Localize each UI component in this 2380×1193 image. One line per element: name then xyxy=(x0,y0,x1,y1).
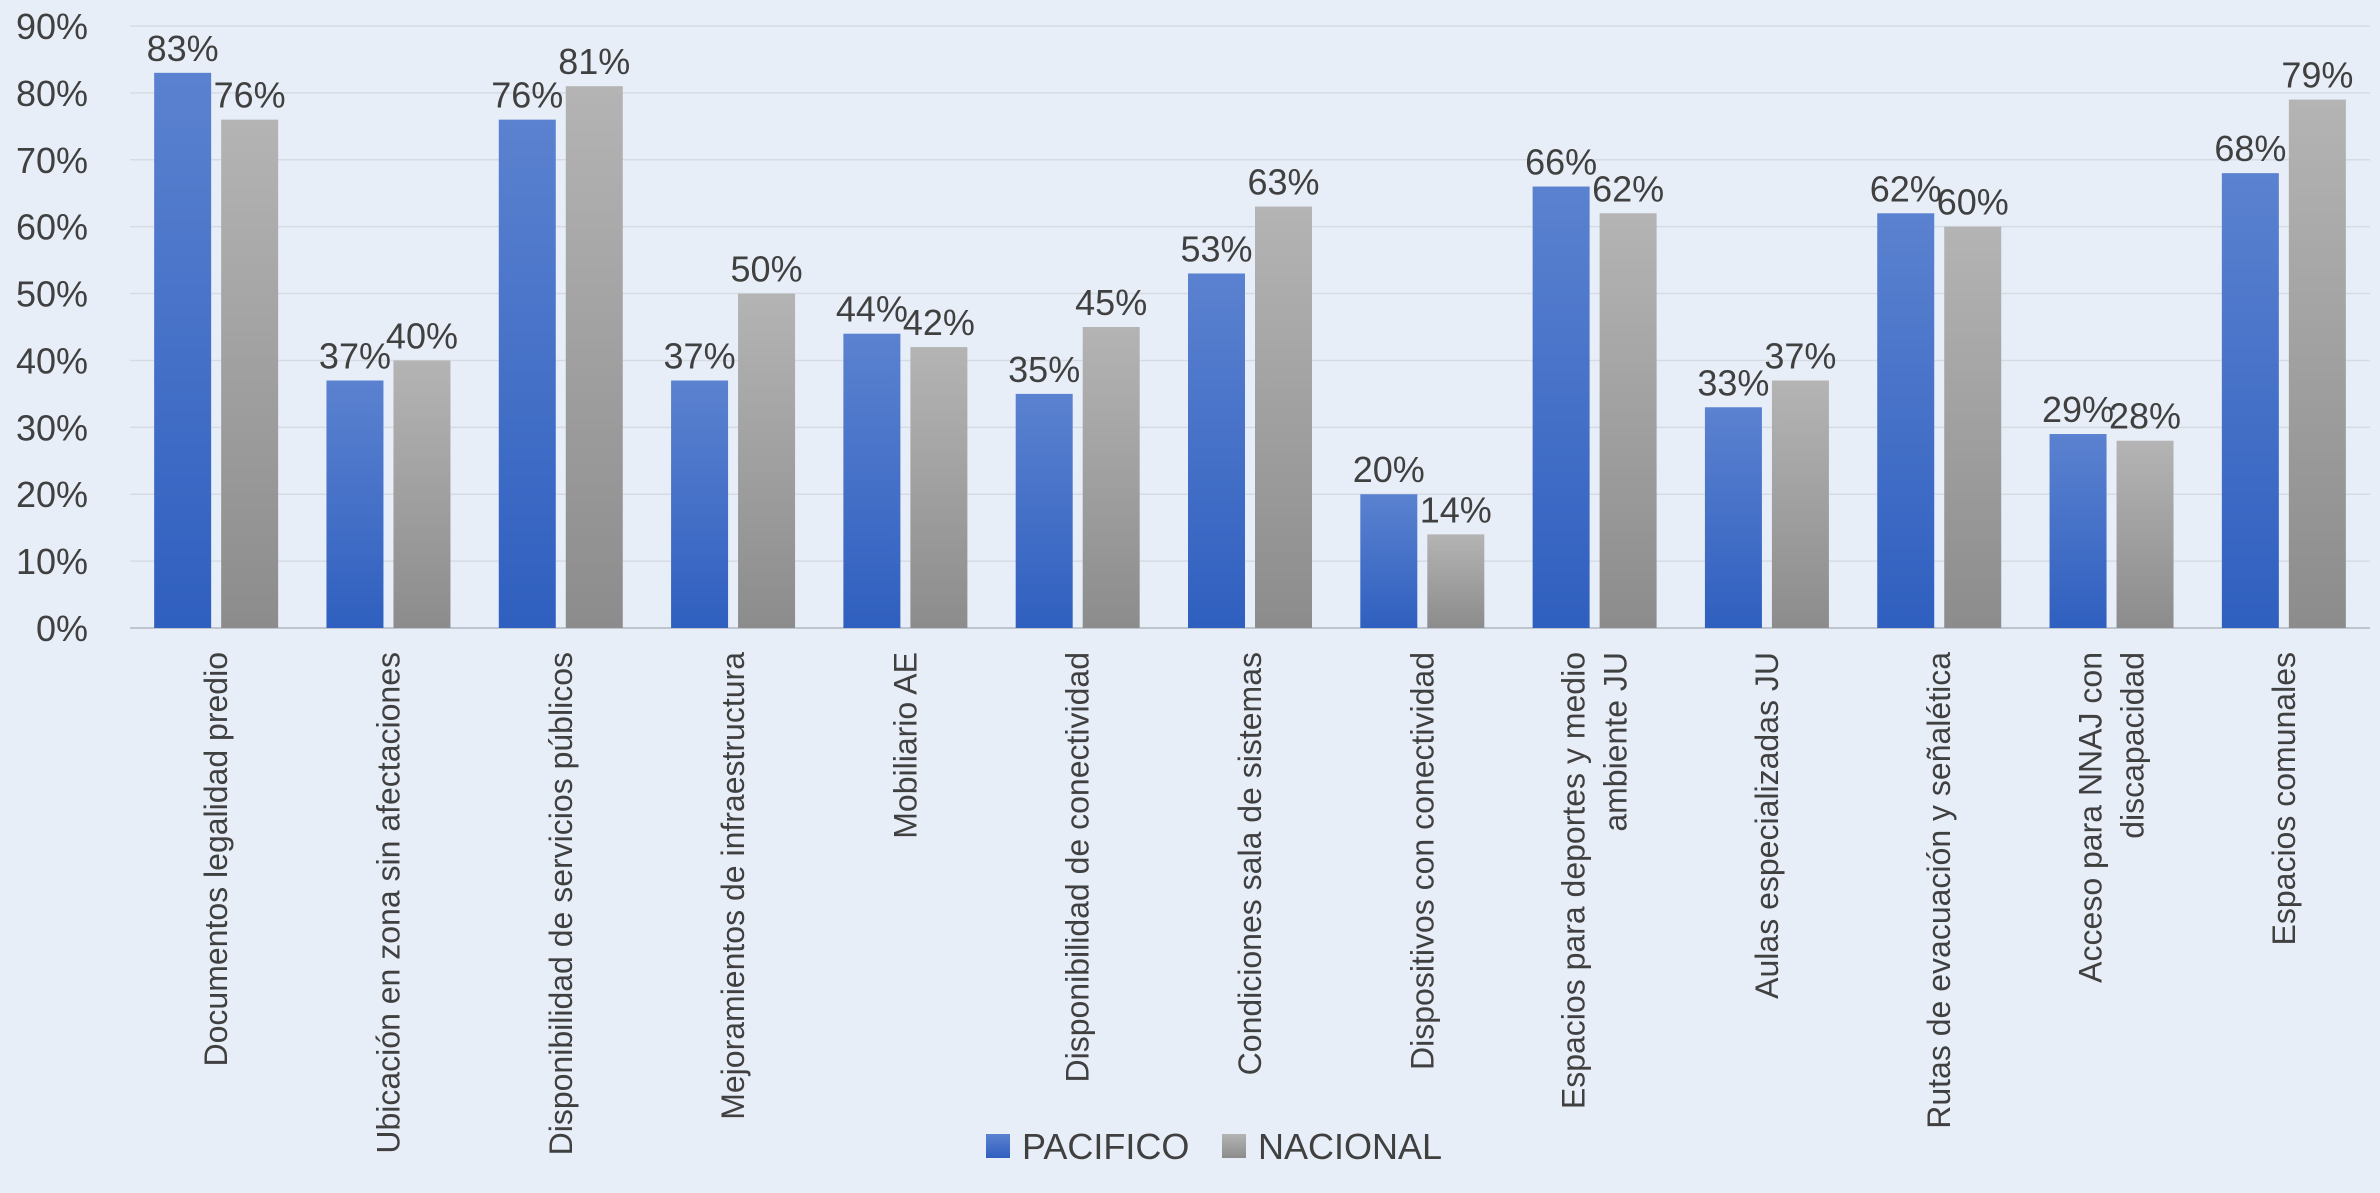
data-label: 14% xyxy=(1420,489,1492,530)
data-label: 33% xyxy=(1697,362,1769,403)
bar-nacional xyxy=(1427,534,1485,628)
data-label: 83% xyxy=(147,28,219,69)
x-category-label: Disponibilidad de conectividad xyxy=(1060,652,1096,1083)
data-label: 37% xyxy=(1764,336,1836,377)
bar-pacifico xyxy=(1704,407,1762,628)
data-label: 62% xyxy=(1592,168,1664,209)
data-label: 50% xyxy=(731,249,803,290)
y-axis-ticks: 0% 10% 20% 30% 40% 50% 60% 70% 80% 90% xyxy=(16,6,88,649)
data-label: 37% xyxy=(664,336,736,377)
x-category-label: Ubicación en zona sin afectaciones xyxy=(370,652,406,1154)
bar-pacifico xyxy=(2049,434,2107,628)
bar-pacifico xyxy=(1188,273,1245,628)
bar-nacional xyxy=(1082,327,1140,628)
x-axis-categories: Documentos legalidad predio Ubicación en … xyxy=(198,652,2302,1156)
y-tick-label: 70% xyxy=(16,140,88,181)
bar-nacional xyxy=(910,347,968,628)
bar-pacifico xyxy=(1360,494,1418,628)
legend-label-pacifico: PACIFICO xyxy=(1022,1126,1189,1167)
data-label: 28% xyxy=(2109,396,2181,437)
data-label: 40% xyxy=(386,315,458,356)
data-label: 42% xyxy=(903,302,975,343)
bar-nacional xyxy=(1599,213,1657,629)
x-category-label: Condiciones sala de sistemas xyxy=(1232,652,1268,1075)
data-label: 76% xyxy=(214,75,286,116)
bar-pacifico xyxy=(671,380,729,628)
legend-swatch-nacional xyxy=(1222,1134,1246,1158)
data-label: 62% xyxy=(1870,168,1942,209)
bar-pacifico xyxy=(2221,173,2279,628)
data-label: 63% xyxy=(1247,162,1319,203)
bar-nacional xyxy=(738,293,796,628)
x-category-label: Mejoramientos de infraestructura xyxy=(715,652,751,1120)
y-tick-label: 60% xyxy=(16,207,88,248)
x-category-label: Espacios comunales xyxy=(2266,652,2302,945)
bar-nacional xyxy=(393,360,451,628)
y-tick-label: 20% xyxy=(16,474,88,515)
data-label: 37% xyxy=(319,336,391,377)
data-label: 66% xyxy=(1525,142,1597,183)
data-label: 76% xyxy=(491,75,563,116)
bar-pacifico xyxy=(1532,186,1590,629)
bar-nacional xyxy=(565,86,623,628)
bar-nacional xyxy=(1255,206,1312,628)
bars xyxy=(154,72,2346,629)
data-label: 53% xyxy=(1180,228,1252,269)
legend-swatch-pacifico xyxy=(986,1134,1010,1158)
y-tick-label: 80% xyxy=(16,73,88,114)
gridlines xyxy=(130,25,2370,629)
x-category-label: Disponibilidad de servicios públicos xyxy=(543,652,579,1155)
data-label: 35% xyxy=(1008,349,1080,390)
legend: PACIFICO NACIONAL xyxy=(986,1126,1442,1167)
x-category-label: Mobiliario AE xyxy=(887,652,923,839)
x-category-label: Dispositivos con conectividad xyxy=(1404,652,1440,1070)
bar-pacifico xyxy=(1877,213,1935,629)
x-category-label: Rutas de evacuación y señalética xyxy=(1921,652,1957,1129)
data-label: 29% xyxy=(2042,389,2114,430)
y-tick-label: 50% xyxy=(16,274,88,315)
bar-nacional xyxy=(1944,226,2002,628)
data-label: 81% xyxy=(558,41,630,82)
bar-nacional xyxy=(2116,440,2174,628)
data-labels: 83%76%37%40%76%81%37%50%44%42%35%45%53%6… xyxy=(147,28,2354,531)
bar-nacional xyxy=(2288,99,2346,629)
data-label: 60% xyxy=(1937,182,2009,223)
bar-pacifico xyxy=(154,72,212,629)
bar-pacifico xyxy=(1015,393,1073,628)
y-tick-label: 10% xyxy=(16,541,88,582)
x-category-label: Acceso para NNAJ con discapacidad xyxy=(2073,652,2151,983)
x-category-label: Documentos legalidad predio xyxy=(198,652,234,1066)
data-label: 44% xyxy=(836,289,908,330)
data-label: 45% xyxy=(1075,282,1147,323)
bar-pacifico xyxy=(843,333,901,628)
y-tick-label: 90% xyxy=(16,6,88,47)
legend-label-nacional: NACIONAL xyxy=(1258,1126,1442,1167)
bar-pacifico xyxy=(498,119,556,629)
x-category-label: Aulas especializadas JU xyxy=(1749,652,1785,999)
y-tick-label: 0% xyxy=(36,608,88,649)
x-category-label: Espacios para deportes y medio ambiente J… xyxy=(1556,652,1634,1109)
y-tick-label: 30% xyxy=(16,407,88,448)
y-tick-label: 40% xyxy=(16,340,88,381)
data-label: 20% xyxy=(1353,449,1425,490)
bar-nacional xyxy=(221,119,279,629)
bar-nacional xyxy=(1771,380,1829,628)
data-label: 79% xyxy=(2281,55,2353,96)
bar-pacifico xyxy=(326,380,384,628)
data-label: 68% xyxy=(2214,128,2286,169)
